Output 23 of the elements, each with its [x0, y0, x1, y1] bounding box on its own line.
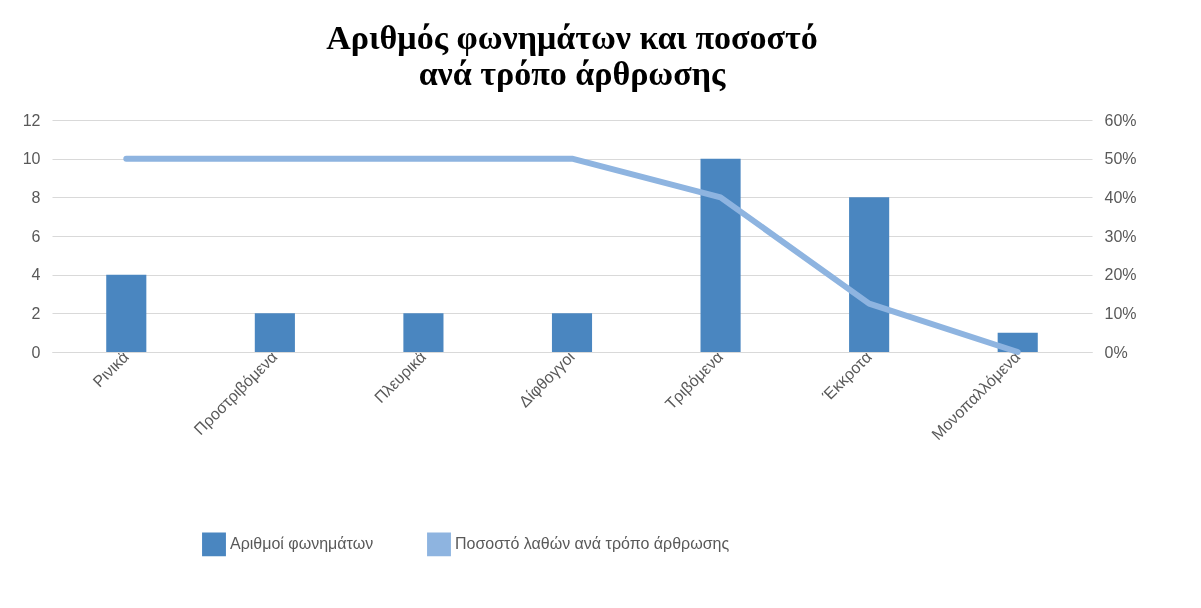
y-tick-label: 2	[31, 304, 41, 322]
y2-tick-label: 0%	[1104, 343, 1128, 361]
y2-tick-label: 30%	[1104, 227, 1137, 245]
chart-title: Αριθμός φωνημάτων και ποσοστό ανά τρόπο άρθρωσης	[326, 19, 818, 92]
y-tick-label: 12	[22, 111, 41, 129]
y-tick-label: 8	[31, 188, 41, 206]
y-tick-label: 6	[31, 227, 41, 245]
y2-tick-label: 60%	[1104, 111, 1137, 129]
legend-label: Αριθμοί φωνημάτων	[230, 535, 374, 553]
legend-label: Ποσοστό λαθών ανά τρόπο άρθρωσης	[455, 535, 730, 553]
bar	[849, 197, 890, 352]
bar	[700, 158, 741, 352]
y-tick-label: 10	[22, 150, 41, 168]
y2-tick-label: 40%	[1104, 188, 1137, 206]
bar	[106, 274, 147, 352]
y2-tick-label: 20%	[1104, 266, 1137, 284]
bar	[254, 313, 295, 352]
bar	[551, 313, 593, 352]
y-tick-label: 0	[31, 343, 41, 361]
bar	[403, 313, 444, 352]
y-tick-label: 4	[31, 266, 41, 284]
y2-tick-label: 50%	[1104, 150, 1137, 168]
y2-tick-label: 10%	[1104, 304, 1137, 322]
